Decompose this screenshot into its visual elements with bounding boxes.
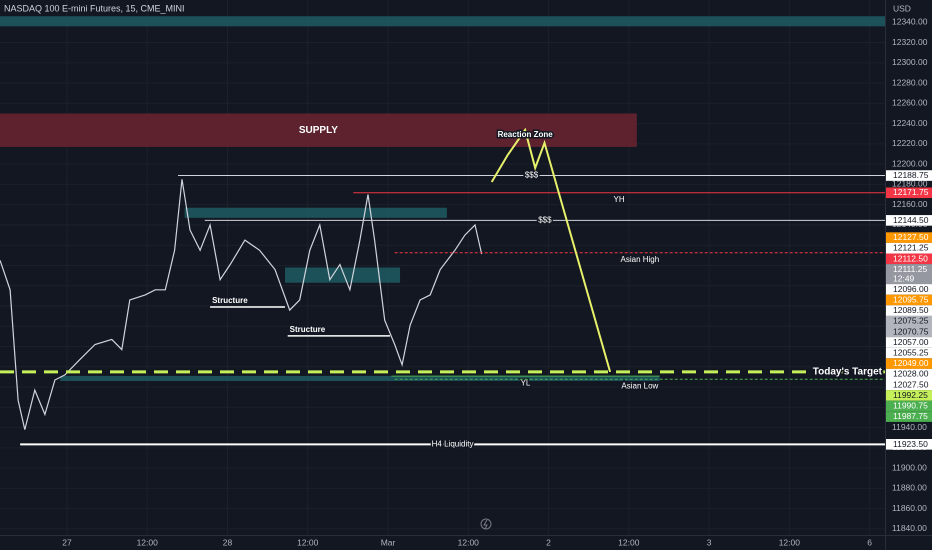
zone (60, 375, 660, 381)
price-label: 12121.25 (893, 243, 929, 253)
price-label: 11923.50 (893, 439, 928, 449)
price-label-bg (886, 390, 932, 401)
level-label: YH (614, 195, 625, 204)
price-label-bg (886, 294, 932, 306)
x-tick-label: 6 (867, 537, 872, 547)
level-label: YL (521, 378, 531, 387)
price-label: 12095.75 (893, 294, 929, 304)
price-label-bg (886, 264, 932, 285)
price-label-bg (886, 337, 932, 348)
replay-icon[interactable] (480, 518, 492, 530)
x-tick-label: 12:00 (458, 537, 480, 547)
grid (0, 0, 885, 535)
drawing-label: Reaction Zone (498, 130, 554, 139)
price-line (0, 179, 483, 430)
price-label: 12070.75 (893, 326, 929, 336)
y-tick-label: 11940.00 (892, 422, 927, 432)
y-tick-label: 12340.00 (892, 17, 928, 27)
zone-label: SUPPLY (299, 125, 338, 136)
price-label: 12075.25 (893, 316, 929, 326)
price-label: 12112.50 (893, 253, 928, 263)
projection-path (490, 127, 612, 373)
y-tick-label: 12260.00 (892, 98, 928, 108)
price-label-bg (886, 368, 932, 380)
countdown: 12:49 (893, 273, 915, 283)
chart-title: NASDAQ 100 E-mini Futures, 15, CME_MINI (4, 3, 185, 13)
currency: USD (893, 3, 911, 13)
price-label-bg (886, 411, 932, 422)
price-label-bg (886, 439, 932, 450)
zone (184, 207, 447, 218)
price-label-bg (886, 379, 932, 391)
level-label: Asian Low (621, 381, 658, 390)
price-label: 12144.50 (893, 215, 929, 225)
level-label: H4 Liquidity (432, 439, 474, 448)
price-label: 12057.00 (893, 337, 929, 347)
y-tick-label: 11900.00 (892, 462, 927, 472)
x-tick-label: 28 (223, 537, 233, 547)
price-label-bg (886, 284, 932, 295)
price-label: 11990.75 (893, 400, 928, 410)
y-tick-label: 12180.00 (892, 179, 928, 189)
x-tick-label: 12:00 (297, 537, 319, 547)
price-label: 11987.75 (893, 411, 928, 421)
price-label: 12028.00 (893, 369, 929, 379)
zone (0, 16, 885, 27)
x-tick-label: 12:00 (618, 537, 640, 547)
price-label: 12188.75 (893, 170, 929, 180)
y-tick-label: 11840.00 (892, 523, 927, 533)
level-label: Structure (212, 296, 248, 305)
price-label-bg (886, 242, 932, 254)
plot: SUPPLY $$$ YH $$$ Asian High Structure Structu… (0, 16, 885, 450)
y-tick-label: 12240.00 (892, 118, 928, 128)
zone (0, 113, 637, 147)
y-tick-label: 12160.00 (892, 199, 928, 209)
price-label-bg (886, 187, 932, 199)
level-label: Structure (290, 325, 326, 334)
y-tick-label: 12220.00 (892, 138, 928, 148)
replay-icon-bolt (483, 519, 488, 530)
price-label: 12096.00 (893, 284, 929, 294)
price-label: 12055.25 (893, 347, 929, 357)
y-tick-label: 11880.00 (892, 483, 927, 493)
price-axis: 11840.0011860.0011880.0011900.0011920.00… (62, 17, 932, 547)
level-label: $$$ (538, 215, 552, 224)
level-label: $$$ (525, 171, 539, 180)
price-label: 12049.00 (893, 358, 929, 368)
x-tick-label: Mar (381, 537, 396, 547)
level-label: Asian High (621, 255, 660, 264)
level-label: Today's Target (813, 367, 883, 378)
price-label: 12089.50 (893, 305, 929, 315)
price-label-bg (886, 305, 932, 316)
y-tick-label: 12300.00 (892, 57, 928, 67)
price-label: 11992.25 (893, 390, 928, 400)
price-label: 12027.50 (893, 379, 929, 389)
price-label: 12111.25 (893, 264, 927, 274)
x-tick-label: 12:00 (779, 537, 801, 547)
zone (285, 267, 401, 283)
x-tick-label: 3 (707, 537, 712, 547)
price-label-bg (886, 400, 932, 412)
y-tick-label: 12280.00 (892, 77, 928, 87)
y-tick-label: 12320.00 (892, 37, 928, 47)
price-label-bg (886, 253, 932, 265)
price-label: 12171.75 (893, 187, 929, 197)
price-label-bg (886, 232, 932, 243)
y-tick-label: 11860.00 (892, 503, 927, 513)
price-label-bg (886, 215, 932, 226)
price-label: 12127.50 (893, 232, 929, 242)
price-label-bg (886, 315, 932, 327)
price-label-bg (886, 170, 932, 181)
y-tick-label: 12200.00 (892, 158, 928, 168)
price-label-bg (886, 347, 932, 359)
x-tick-label: 12:00 (137, 537, 159, 547)
price-label-bg (886, 358, 932, 369)
x-tick-label: 27 (62, 537, 72, 547)
x-tick-label: 2 (546, 537, 551, 547)
price-label-bg (886, 326, 932, 338)
